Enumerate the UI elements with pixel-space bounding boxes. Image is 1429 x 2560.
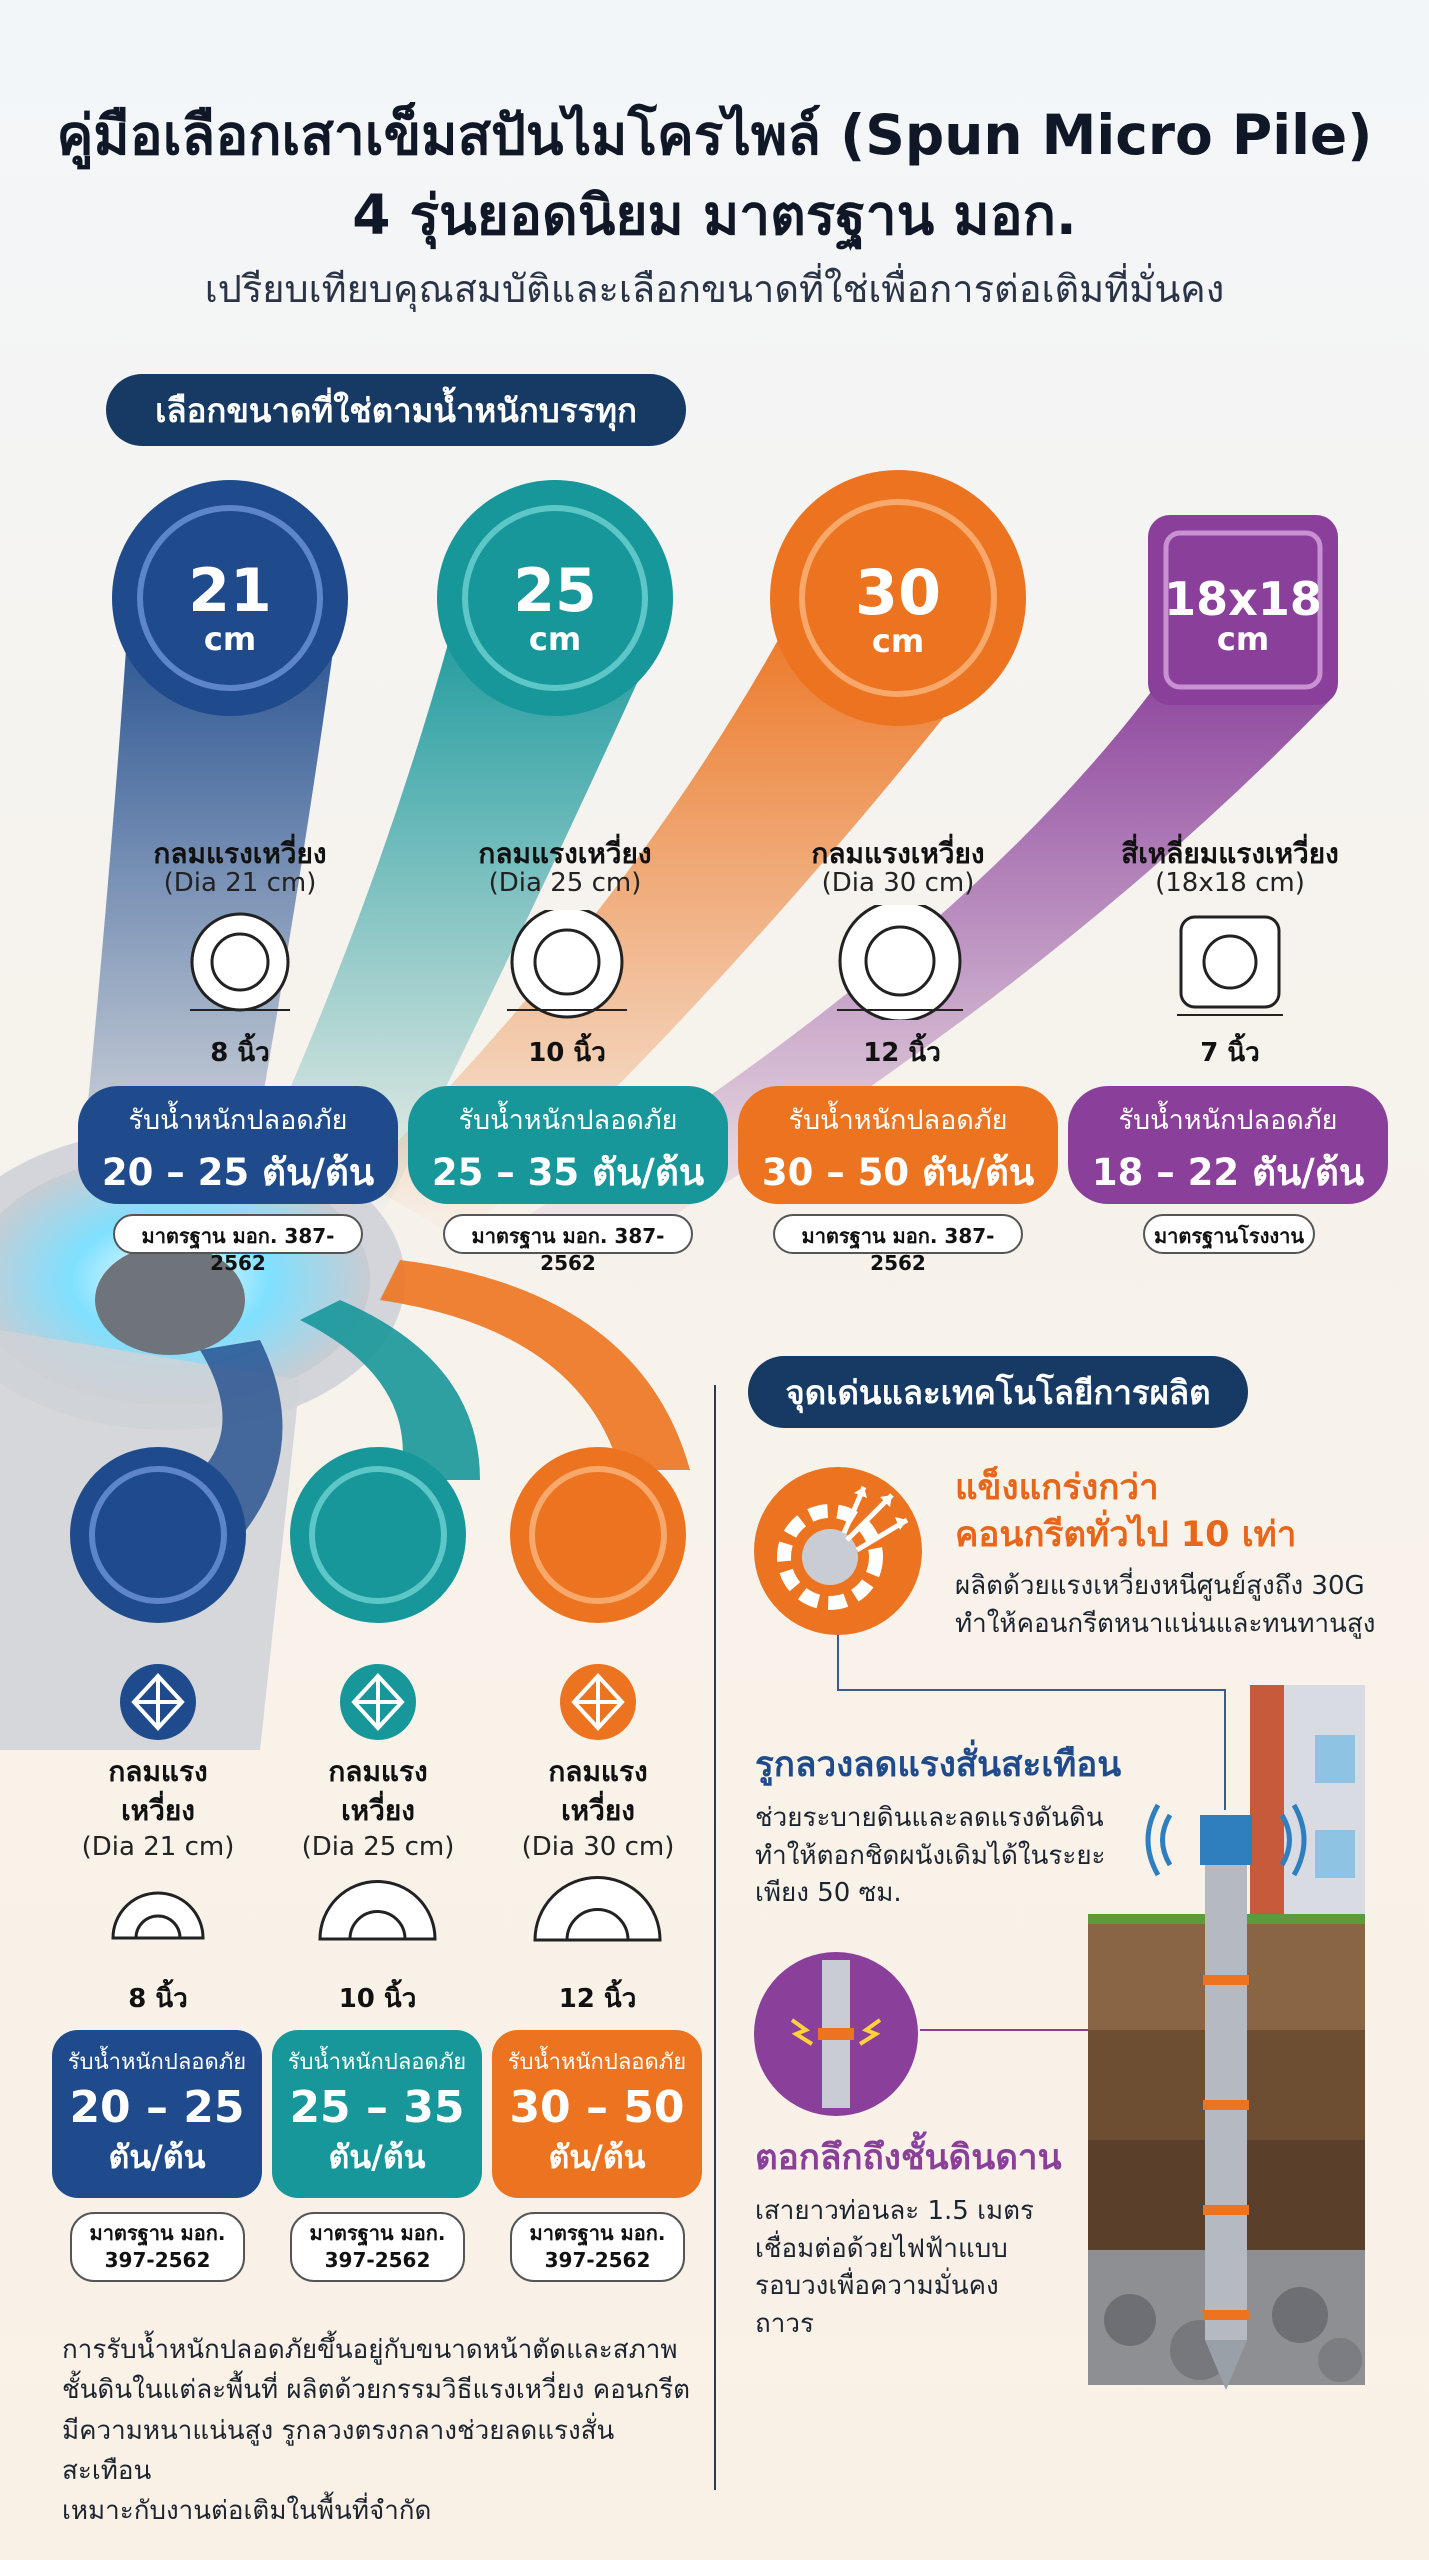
small-pile-type-21: กลมแรง เหวี่ยง (108, 1755, 208, 1828)
diamond-arrows-icon (120, 1664, 196, 1740)
small-pile-type-25: กลมแรง เหวี่ยง (328, 1755, 428, 1828)
small-width-label-30: 12 นิ้ว (558, 1984, 637, 2014)
half-section-21-icon (111, 1891, 205, 1940)
pile-dia-21: (Dia 21 cm) (163, 868, 317, 898)
pile-dia-18x18: (18x18 cm) (1155, 868, 1305, 898)
size-badge-30: 30 cm (854, 556, 942, 661)
width-label-25: 10 นิ้ว (528, 1038, 606, 1068)
small-load-21: รับน้ำหนักปลอดภัย 20 – 25 ตัน/ต้น (52, 2030, 262, 2198)
load-pill-18x18: รับน้ำหนักปลอดภัย 18 – 22 ตัน/ต้น (1068, 1086, 1388, 1204)
feature-hollow-title: รูกลวงลดแรงสั่นสะเทือน (755, 1745, 1122, 1785)
half-section-30-icon (533, 1876, 662, 1942)
feature-strength-title: แข็งแกร่งกว่า คอนกรีตทั่วไป 10 เท่า (955, 1468, 1297, 1556)
cross-section-25-icon (507, 910, 627, 1019)
small-width-label-25: 10 นิ้ว (338, 1984, 417, 2014)
section-features-header: จุดเด่นและเทคโนโลยีการผลิต (748, 1356, 1248, 1428)
width-label-30: 12 นิ้ว (863, 1038, 941, 1068)
size-badge-25: 25 cm (513, 556, 597, 658)
gear-icon (754, 1467, 922, 1635)
section-select-header: เลือกขนาดที่ใช่ตามน้ำหนักบรรทุก (106, 374, 686, 446)
small-width-label-21: 8 นิ้ว (128, 1984, 188, 2014)
width-label-21: 8 นิ้ว (210, 1038, 270, 1068)
small-pile-dia-21: (Dia 21 cm) (81, 1832, 235, 1862)
small-pile-dia-30: (Dia 30 cm) (521, 1832, 675, 1862)
diamond-arrows-icon (560, 1664, 636, 1740)
load-pill-25: รับน้ำหนักปลอดภัย 25 – 35 ตัน/ต้น (408, 1086, 728, 1204)
page-title-line2: 4 รุ่นยอดนิยม มาตรฐาน มอก. (352, 183, 1077, 247)
standard-badge-25: มาตรฐาน มอก. 387-2562 (443, 1214, 693, 1275)
footnote: การรับน้ำหนักปลอดภัยขึ้นอยู่กับขนาดหน้าต… (62, 2335, 691, 2527)
standard-badge-18x18: มาตรฐานโรงงาน (1143, 1214, 1315, 1254)
pile-type-30: กลมแรงเหวี่ยง (811, 837, 985, 870)
half-section-25-icon (318, 1880, 437, 1941)
feature-strength-desc: ผลิตด้วยแรงเหวี่ยงหนีศูนย์สูงถึง 30G ทำให… (955, 1571, 1376, 1639)
page-subtitle: เปรียบเทียบคุณสมบัติและเลือกขนาดที่ใช่เพ… (204, 267, 1225, 311)
load-pill-21: รับน้ำหนักปลอดภัย 20 – 25 ตัน/ต้น (78, 1086, 398, 1204)
page-title: คู่มือเลือกเสาเข็มสปันไมโครไพล์ (Spun Mi… (56, 103, 1373, 167)
cross-section-30-icon (837, 905, 963, 1020)
pile-dia-25: (Dia 25 cm) (488, 868, 642, 898)
cross-section-18x18-icon (1177, 915, 1283, 1016)
diamond-arrows-icon (340, 1664, 416, 1740)
small-load-25: รับน้ำหนักปลอดภัย 25 – 35 ตัน/ต้น (272, 2030, 482, 2198)
pile-type-18x18: สี่เหลี่ยมแรงเหวี่ยง (1121, 837, 1339, 870)
pile-type-25: กลมแรงเหวี่ยง (478, 837, 652, 870)
small-standard-25: มาตรฐาน มอก. 397-2562 (290, 2212, 465, 2282)
small-pile-dia-25: (Dia 25 cm) (301, 1832, 455, 1862)
width-label-18x18: 7 นิ้ว (1200, 1038, 1260, 1068)
feature-depth-title: ตอกลึกถึงชั้นดินดาน (755, 2138, 1062, 2178)
pile-dia-30: (Dia 30 cm) (821, 868, 975, 898)
small-pile-type-30: กลมแรง เหวี่ยง (548, 1755, 648, 1828)
cross-section-21-icon (190, 912, 290, 1012)
small-load-30: รับน้ำหนักปลอดภัย 30 – 50 ตัน/ต้น (492, 2030, 702, 2198)
weld-joint-icon (754, 1952, 918, 2116)
small-standard-30: มาตรฐาน มอก. 397-2562 (510, 2212, 685, 2282)
standard-badge-21: มาตรฐาน มอก. 387-2562 (113, 1214, 363, 1275)
size-badge-21: 21 cm (188, 556, 272, 658)
small-standard-21: มาตรฐาน มอก. 397-2562 (70, 2212, 245, 2282)
standard-badge-30: มาตรฐาน มอก. 387-2562 (773, 1214, 1023, 1275)
size-badge-18x18: 18x18 cm (1164, 572, 1322, 659)
pile-type-21: กลมแรงเหวี่ยง (153, 837, 327, 870)
load-pill-30: รับน้ำหนักปลอดภัย 30 – 50 ตัน/ต้น (738, 1086, 1058, 1204)
feature-depth-desc: เสายาวท่อนละ 1.5 เมตร เชื่อมต่อด้วยไฟฟ้าแ… (755, 2196, 1034, 2340)
feature-hollow-desc: ช่วยระบายดินและลดแรงดันดิน ทำให้ตอกชิดผนั… (755, 1803, 1106, 1909)
